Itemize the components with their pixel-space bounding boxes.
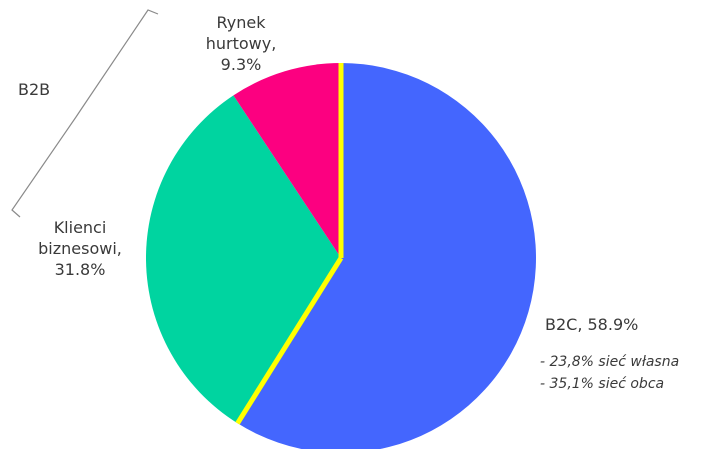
slice-label-line: hurtowy, (205, 34, 277, 53)
pie-slice-rynek-hurtowy (233, 63, 341, 258)
pie-slice-b2c (237, 63, 536, 449)
slice-label-line: 31.8% (54, 260, 106, 279)
pie-slice-klienci-biznesowi (146, 95, 341, 424)
slice-separator (235, 256, 344, 425)
slice-label-line: Rynek (216, 13, 266, 32)
b2c-breakdown-own: - 23,8% sieć własna (540, 354, 680, 370)
slice-label-line: Klienci (53, 218, 107, 237)
slice-label-b2c: B2C, 58.9% (545, 315, 639, 334)
slice-label-klienci-biznesowi: Klienci biznesowi, 31.8% (30, 217, 130, 280)
slice-label-rynek-hurtowy: Rynek hurtowy, 9.3% (196, 12, 286, 75)
pie-slices (146, 63, 536, 449)
b2b-group-label: B2B (18, 80, 51, 99)
slice-label-line: 9.3% (220, 55, 262, 74)
slice-label-line: biznesowi, (38, 239, 122, 258)
b2b-bracket (11, 9, 159, 218)
b2c-breakdown-external: - 35,1% sieć obca (540, 376, 665, 392)
